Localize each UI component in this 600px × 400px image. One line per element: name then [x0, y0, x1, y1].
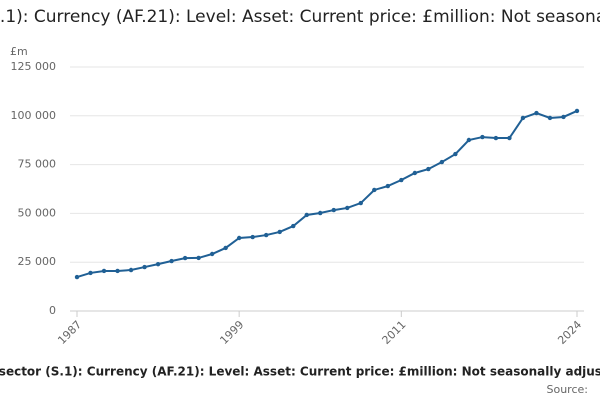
point — [385, 183, 391, 189]
point — [88, 270, 93, 276]
point — [453, 151, 458, 157]
point — [142, 264, 147, 270]
y-tick-label: 125 000 — [11, 60, 57, 73]
point — [534, 110, 539, 116]
point — [318, 210, 323, 216]
y-tick-label: 0 — [49, 304, 56, 317]
y-tick-label: 25 000 — [18, 255, 57, 268]
point — [561, 114, 566, 120]
point — [277, 229, 282, 235]
point — [426, 166, 431, 172]
point — [345, 205, 350, 211]
point — [358, 200, 363, 206]
point — [101, 268, 107, 274]
point — [115, 268, 120, 274]
point — [209, 251, 215, 257]
point — [439, 159, 445, 165]
line — [76, 110, 578, 278]
x-tick-label: 2024 — [555, 318, 584, 347]
point — [236, 235, 242, 241]
point — [263, 232, 269, 238]
chart-title: UK sector (S.1): Currency (AF.21): Level… — [0, 7, 600, 27]
point — [412, 170, 418, 176]
point — [399, 177, 404, 183]
point — [331, 207, 336, 213]
point — [291, 223, 296, 229]
y-tick-label: 100 000 — [11, 109, 57, 122]
point — [223, 245, 228, 251]
y-unit: £m — [10, 45, 28, 58]
point — [520, 115, 526, 121]
point — [480, 134, 485, 140]
caption: UK sector (S.1): Currency (AF.21): Level… — [0, 365, 600, 379]
y-tick-label: 50 000 — [18, 206, 57, 219]
point — [169, 258, 174, 264]
point — [574, 108, 580, 114]
source: Source: — [547, 383, 589, 396]
point — [182, 255, 188, 261]
point — [196, 255, 201, 261]
point — [250, 234, 255, 240]
point — [128, 267, 134, 273]
point — [493, 135, 499, 141]
point — [466, 137, 472, 143]
point — [155, 261, 161, 267]
point — [74, 274, 80, 280]
y-tick-label: 75 000 — [18, 158, 57, 171]
point — [507, 135, 512, 141]
point — [304, 212, 309, 218]
point — [547, 115, 553, 121]
x-tick-label: 2011 — [380, 318, 409, 347]
x-tick-label: 1999 — [217, 318, 246, 347]
point — [372, 187, 377, 193]
x-tick-label: 1987 — [55, 318, 84, 347]
